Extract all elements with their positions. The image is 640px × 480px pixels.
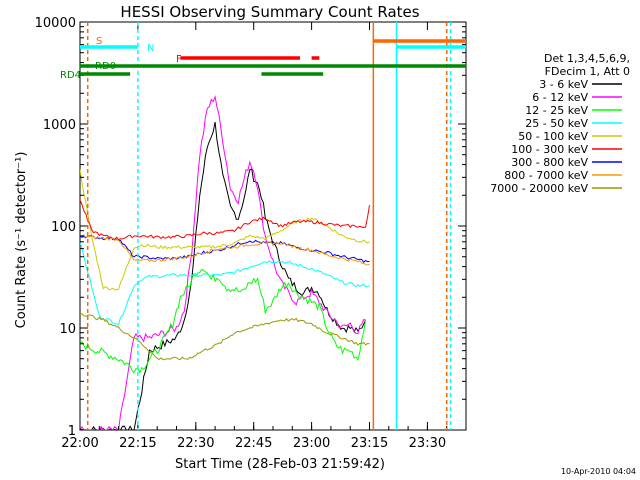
axis-ticks: 1 10 100 1000 10000 22:00 22:15 22:30 22:45 23:00… (35, 16, 467, 451)
chart-title: HESSI Observing Summary Count Rates (120, 3, 419, 21)
series-line-2 (80, 268, 367, 374)
legend-label: 800 - 7000 keV (504, 169, 588, 182)
series-line-0 (80, 121, 367, 430)
y-tick-label: 10000 (35, 16, 76, 31)
legend: Det 1,3,4,5,6,9,FDecim 1, Att 03 - 6 keV… (490, 52, 630, 195)
series-line-3 (80, 243, 370, 325)
legend-label: 25 - 50 keV (525, 117, 588, 130)
series-line-6 (80, 235, 370, 264)
series-lines (80, 94, 370, 430)
series-line-7 (80, 234, 370, 266)
y-axis-label: Count Rate (s⁻¹ detector⁻¹) (14, 152, 29, 329)
series-line-1 (80, 94, 366, 430)
legend-label: 300 - 800 keV (511, 156, 588, 169)
y-tick-label: 1 (68, 424, 76, 439)
state-label: N (147, 43, 154, 54)
y-tick-label: 1000 (43, 118, 76, 133)
x-tick-label: 22:45 (235, 436, 272, 451)
legend-label: 3 - 6 keV (539, 78, 588, 91)
legend-label: 100 - 300 keV (511, 143, 588, 156)
legend-label: 50 - 100 keV (518, 130, 588, 143)
timestamp: 10-Apr-2010 04:04 (561, 467, 636, 476)
legend-label: 6 - 12 keV (532, 91, 588, 104)
series-line-8 (80, 313, 370, 361)
x-tick-label: 22:15 (119, 436, 156, 451)
x-axis-label: Start Time (28-Feb-03 21:59:42) (175, 457, 385, 472)
state-label: RD4 (60, 70, 81, 81)
y-tick-label: 100 (51, 220, 76, 235)
x-tick-label: 23:15 (351, 436, 388, 451)
series-line-4 (80, 169, 370, 291)
x-tick-label: 22:30 (177, 436, 214, 451)
legend-header: FDecim 1, Att 0 (545, 65, 630, 78)
x-tick-label: 23:30 (409, 436, 446, 451)
state-label: RD0 (95, 61, 116, 72)
series-line-5 (80, 199, 370, 241)
state-label: F (176, 54, 182, 65)
x-tick-label: 23:00 (293, 436, 330, 451)
state-label: S (96, 36, 102, 47)
legend-label: 12 - 25 keV (525, 104, 588, 117)
legend-header: Det 1,3,4,5,6,9, (544, 52, 630, 65)
legend-label: 7000 - 20000 keV (490, 182, 588, 195)
state-bars: S N F RD0 RD4 (60, 22, 466, 430)
y-tick-label: 10 (59, 322, 76, 337)
x-tick-label: 22:00 (61, 436, 98, 451)
